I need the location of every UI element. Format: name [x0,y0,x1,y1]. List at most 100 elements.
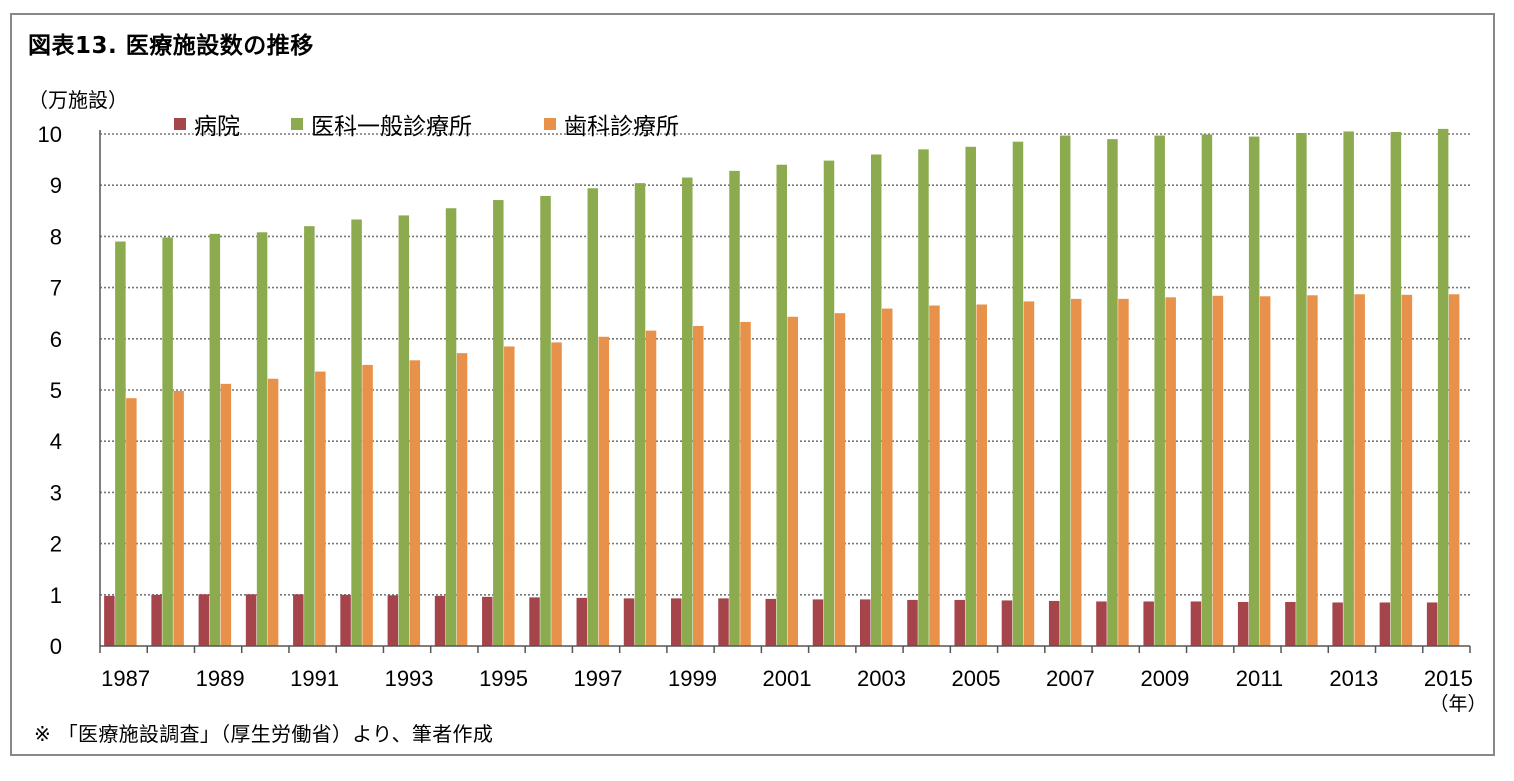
bar-clinic-2006 [1012,141,1024,646]
bar-hospital-1999 [671,598,682,646]
bars [104,128,1460,647]
bar-hospital-2013 [1332,602,1343,646]
bar-hospital-1990 [245,594,257,646]
bar-clinic-2002 [823,160,835,646]
y-tick-label: 9 [50,173,62,198]
bar-clinic-2013 [1343,131,1354,646]
y-axis-unit-label: （万施設） [28,88,128,112]
bar-clinic-1999 [682,177,693,646]
y-tick-labels: 0 1 2 3 4 5 6 7 8 9 10 [38,122,62,659]
bar-hospital-1989 [198,594,210,646]
legend-swatch [291,118,303,130]
y-tick-label: 2 [50,532,62,557]
bar-clinic-1995 [493,200,504,647]
legend-label: 病院 [194,114,240,140]
bar-dental-2007 [1070,298,1082,646]
x-tick-labels: 1987 1989 1991 1993 1995 1997 1999 2001 2003 2005… [101,666,1486,715]
bar-dental-1987 [126,398,137,646]
bar-hospital-2003 [859,599,871,646]
x-tick-label: 2015 [1424,666,1473,691]
x-tick-label: 1989 [196,666,245,691]
bar-clinic-2004 [918,149,929,647]
x-tick-label: 2003 [857,666,906,691]
bar-dental-1998 [645,330,657,646]
bar-hospital-1995 [482,596,493,646]
bar-hospital-2011 [1237,601,1249,646]
bar-dental-1992 [362,364,373,646]
bar-clinic-2000 [729,170,740,647]
bar-hospital-1997 [576,597,588,646]
legend-label: 医科一般診療所 [311,114,472,140]
bar-hospital-2001 [765,598,776,646]
bar-dental-2004 [929,305,940,646]
y-tick-label: 6 [50,327,62,352]
x-tick-label: 2007 [1046,666,1095,691]
bar-clinic-2011 [1248,136,1260,646]
bar-dental-2009 [1165,297,1176,646]
bar-hospital-2005 [954,599,965,646]
bar-clinic-2014 [1390,131,1402,646]
legend-label: 歯科診療所 [564,114,679,140]
bar-dental-2011 [1259,296,1271,646]
bar-clinic-1991 [304,226,315,646]
bar-clinic-1992 [351,219,362,646]
bar-dental-1991 [315,371,326,646]
y-tick-label: 4 [50,429,62,454]
bar-dental-2000 [740,321,751,646]
bar-dental-2013 [1354,294,1365,646]
bar-hospital-2008 [1096,601,1107,646]
bar-dental-1994 [456,353,468,646]
bar-clinic-1988 [162,237,173,647]
y-tick-label: 0 [50,634,62,659]
bar-dental-1988 [173,391,184,646]
bar-dental-2001 [787,316,798,646]
bar-dental-2012 [1307,295,1318,646]
bar-dental-2005 [976,304,987,646]
bar-dental-1999 [693,326,704,646]
x-tick-label: 1993 [385,666,434,691]
bar-clinic-2001 [776,164,787,646]
y-tick-label: 1 [50,583,62,608]
x-tick-label: 1999 [668,666,717,691]
x-tick-label: 2013 [1329,666,1378,691]
bar-clinic-2003 [870,154,882,647]
bar-hospital-2009 [1143,601,1154,646]
bar-dental-2002 [834,313,846,646]
axes [99,130,1471,653]
bar-hospital-2000 [718,598,729,646]
bar-dental-2014 [1401,294,1413,646]
bar-clinic-1994 [445,208,457,647]
y-tick-label: 8 [50,224,62,249]
y-tick-label: 7 [50,276,62,301]
bar-hospital-2004 [907,599,918,646]
legend-swatch [544,118,556,130]
bar-clinic-1998 [634,183,646,646]
bar-dental-1993 [409,360,421,646]
bar-clinic-1987 [115,241,126,646]
bar-clinic-2007 [1059,135,1071,647]
bar-dental-2003 [881,308,893,646]
y-tick-label: 3 [50,480,62,505]
bar-hospital-2012 [1285,601,1296,646]
bar-hospital-2010 [1190,601,1202,646]
bar-clinic-1996 [540,195,551,646]
x-tick-label: 1997 [574,666,623,691]
bar-hospital-2007 [1048,600,1060,646]
bar-dental-1997 [598,336,610,646]
bar-dental-2008 [1118,298,1129,646]
figure-title: 図表13. 医療施設数の推移 [28,33,314,59]
legend-swatch [174,118,186,130]
bar-dental-2015 [1448,294,1460,646]
bar-dental-2006 [1023,301,1035,646]
bar-clinic-2010 [1201,134,1213,646]
bar-clinic-2005 [965,146,976,647]
bar-clinic-1997 [587,188,599,646]
bar-clinic-1990 [256,232,268,647]
bar-hospital-2002 [812,599,824,646]
y-tick-label: 5 [50,378,62,403]
x-tick-label: 1991 [290,666,339,691]
legend: 病院 医科一般診療所 歯科診療所 [174,114,679,140]
bar-hospital-1991 [293,594,304,646]
bar-clinic-2009 [1154,135,1165,647]
